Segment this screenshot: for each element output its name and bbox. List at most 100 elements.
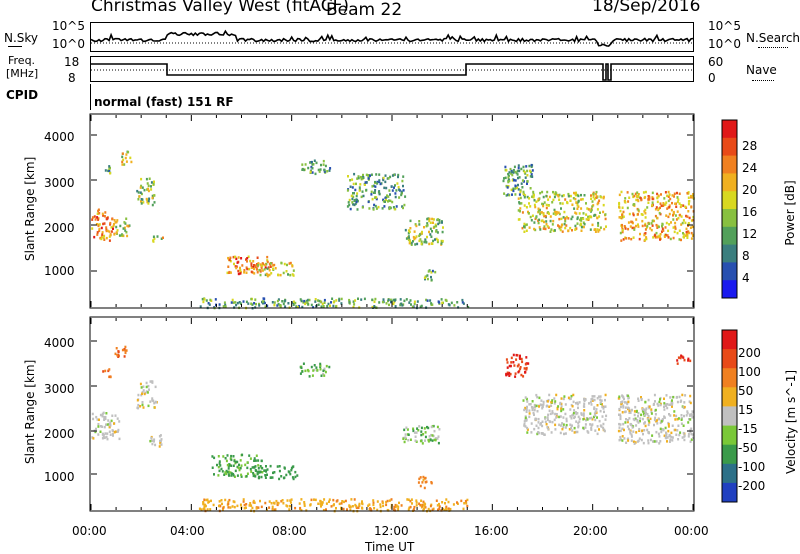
map-cell bbox=[558, 212, 561, 216]
map-cell bbox=[276, 503, 279, 507]
map-cell bbox=[621, 427, 624, 431]
map-cell bbox=[673, 230, 676, 234]
map-cell bbox=[538, 208, 541, 212]
map-cell bbox=[660, 420, 663, 423]
map-cell bbox=[200, 508, 203, 511]
map-cell bbox=[627, 394, 630, 398]
map-cell bbox=[671, 405, 673, 408]
map-cell bbox=[434, 270, 437, 274]
map-cell bbox=[103, 418, 106, 421]
map-cell bbox=[91, 216, 94, 219]
map-cell bbox=[625, 418, 627, 421]
map-cell bbox=[692, 193, 695, 196]
map-cell bbox=[462, 507, 465, 511]
map-cell bbox=[137, 198, 140, 201]
map-cell bbox=[264, 501, 267, 505]
map-cell bbox=[408, 238, 411, 242]
map-cell bbox=[542, 195, 545, 199]
map-cell bbox=[689, 418, 692, 421]
map-cell bbox=[624, 201, 627, 204]
map-cell bbox=[528, 403, 531, 406]
map-cell bbox=[239, 459, 242, 462]
map-cell bbox=[113, 219, 116, 222]
map-cell bbox=[629, 411, 632, 414]
map-cell bbox=[667, 229, 670, 233]
map-cell bbox=[680, 399, 683, 402]
map-cell bbox=[647, 415, 650, 418]
map-cell bbox=[687, 230, 690, 233]
map-cell bbox=[661, 222, 664, 226]
map-cell bbox=[668, 212, 671, 216]
map-cell bbox=[631, 220, 634, 224]
map-cell bbox=[199, 305, 202, 308]
map-cell bbox=[296, 305, 299, 309]
map-cell bbox=[346, 189, 349, 192]
map-cell bbox=[245, 503, 248, 506]
map-cell bbox=[676, 196, 679, 199]
map-cell bbox=[228, 271, 230, 274]
map-cell bbox=[512, 168, 515, 172]
map-cell bbox=[408, 301, 411, 304]
map-cell bbox=[315, 161, 318, 165]
map-cell bbox=[413, 431, 416, 434]
map-cell bbox=[419, 484, 422, 488]
map-cell bbox=[533, 194, 535, 197]
map-cell bbox=[596, 228, 599, 231]
map-cell bbox=[551, 201, 554, 204]
map-cell bbox=[292, 477, 295, 481]
map-cell bbox=[253, 457, 256, 460]
map-cell bbox=[644, 412, 647, 415]
map-cell bbox=[92, 437, 95, 440]
map-cell bbox=[249, 467, 252, 471]
map-cell bbox=[220, 499, 223, 502]
map-cell bbox=[234, 301, 237, 304]
map-cell bbox=[246, 466, 249, 470]
map-cell bbox=[589, 209, 592, 212]
map-cell bbox=[246, 267, 249, 271]
map-cell bbox=[593, 415, 595, 419]
cpid-text: normal (fast) 151 RF bbox=[94, 95, 234, 109]
map-cell bbox=[294, 506, 297, 510]
map-cell bbox=[160, 237, 163, 240]
map-cell bbox=[116, 354, 119, 357]
map-cell bbox=[271, 476, 274, 479]
map-cell bbox=[303, 168, 306, 172]
map-cell bbox=[423, 276, 426, 280]
map-cell bbox=[227, 473, 230, 476]
map-cell bbox=[676, 418, 679, 421]
map-cell bbox=[147, 184, 150, 188]
map-cell bbox=[631, 192, 634, 196]
map-cell bbox=[397, 175, 399, 179]
xtick-1600: 16:00 bbox=[474, 524, 509, 538]
map-cell bbox=[621, 225, 623, 229]
map-cell bbox=[680, 238, 682, 242]
map-cell bbox=[407, 235, 410, 238]
map-cell bbox=[461, 298, 464, 302]
map-cell bbox=[311, 167, 314, 170]
map-cell bbox=[525, 229, 528, 232]
cpid-label: CPID bbox=[6, 88, 39, 102]
map-cell bbox=[587, 215, 590, 219]
map-cell bbox=[561, 427, 564, 431]
power-cbar-swatch bbox=[722, 155, 737, 174]
map-cell bbox=[235, 265, 238, 268]
map-cell bbox=[269, 265, 272, 268]
velocity-cbar-tick-50: 50 bbox=[738, 384, 754, 398]
map-cell bbox=[620, 401, 623, 404]
map-cell bbox=[642, 412, 645, 416]
nsky-legend-line bbox=[8, 46, 22, 47]
map-cell bbox=[372, 503, 375, 507]
map-cell bbox=[586, 430, 589, 433]
map-cell bbox=[644, 224, 647, 227]
map-cell bbox=[207, 501, 210, 504]
map-cell bbox=[535, 216, 538, 219]
map-cell bbox=[644, 208, 647, 212]
map-cell bbox=[657, 208, 660, 212]
map-cell bbox=[538, 405, 540, 408]
map-cell bbox=[205, 498, 208, 502]
map-cell bbox=[414, 435, 417, 438]
map-cell bbox=[264, 469, 267, 472]
map-cell bbox=[218, 462, 221, 465]
map-cell bbox=[340, 507, 343, 511]
map-cell bbox=[412, 508, 415, 511]
